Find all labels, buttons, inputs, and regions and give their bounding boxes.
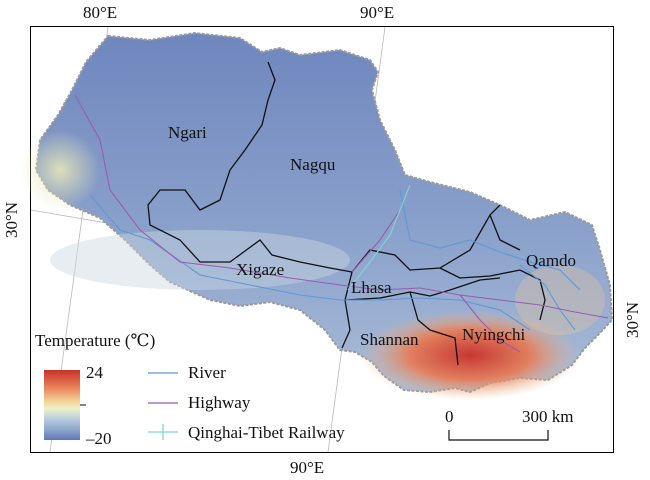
- warm-east-patch: [515, 265, 605, 335]
- south-highway: [459, 294, 521, 353]
- scale-bar: 0 300 km: [445, 407, 573, 441]
- bottom-label-90e: 90°E: [290, 458, 324, 477]
- region-label-shannan: Shannan: [360, 330, 419, 349]
- temperature-color-ramp: [44, 370, 80, 440]
- qamdo-west-boundary: [489, 214, 521, 251]
- top-label-90e: 90°E: [360, 3, 394, 22]
- nagqu-south-boundary: [351, 204, 501, 273]
- legend-highway-label: Highway: [188, 393, 251, 412]
- region-labels: Ngari Nagqu Xigaze Lhasa Qamdo Shannan N…: [168, 123, 576, 349]
- left-label-30n: 30°N: [2, 202, 21, 238]
- region-label-xigaze: Xigaze: [236, 260, 284, 279]
- national-highway-318: [74, 94, 609, 319]
- lancang-river: [519, 264, 576, 331]
- valley-patch: [50, 230, 350, 290]
- qinghai-tibet-railway: [347, 184, 411, 291]
- nu-river: [409, 239, 581, 291]
- top-label-80e: 80°E: [83, 3, 117, 22]
- scale-end-label: 300 km: [522, 407, 573, 426]
- legend-min-value: –20: [85, 429, 112, 448]
- prefecture-boundaries: [147, 61, 546, 366]
- legend-railway-symbol: [148, 424, 178, 440]
- shannan-nyingchi-boundary: [409, 291, 459, 366]
- scale-bar-line: [448, 430, 549, 441]
- qamdo-nyingchi-boundary: [439, 267, 546, 321]
- legend-river-label: River: [188, 363, 226, 382]
- legend-max-value: 24: [86, 363, 104, 382]
- region-label-nyingchi: Nyingchi: [462, 325, 526, 344]
- region-label-lhasa: Lhasa: [351, 278, 392, 297]
- ngari-nagqu-xigaze-boundary: [147, 61, 353, 273]
- scale-zero-label: 0: [445, 407, 454, 426]
- right-label-30n: 30°N: [623, 302, 642, 338]
- region-label-ngari: Ngari: [168, 123, 207, 142]
- legend-title: Temperature (℃): [35, 331, 155, 350]
- hot-southeast-patch: [360, 310, 580, 400]
- lhasa-south-boundary: [344, 277, 501, 301]
- map-frame: [30, 26, 614, 453]
- graticule-labels: 80°E 90°E 90°E 30°N 30°N: [2, 3, 642, 477]
- legend-railway-label: Qinghai-Tibet Railway: [188, 423, 345, 442]
- warm-west-patch: [20, 130, 100, 210]
- legend: Temperature (℃) 24 –20 River Highway Qin…: [35, 331, 345, 448]
- rivers: [89, 189, 581, 331]
- yarlung-river: [89, 194, 531, 331]
- north-river: [399, 189, 411, 241]
- region-label-qamdo: Qamdo: [526, 251, 576, 270]
- region-label-nagqu: Nagqu: [290, 155, 336, 174]
